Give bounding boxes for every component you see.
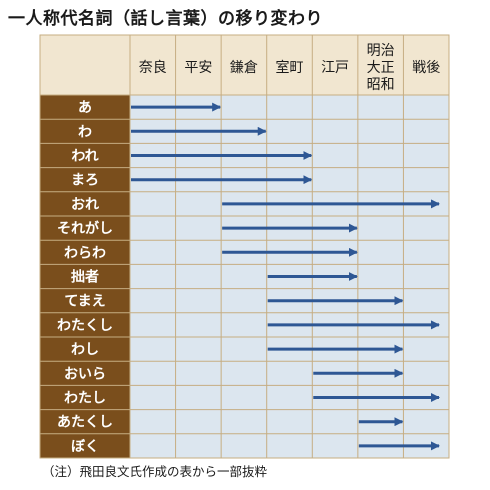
row-label: おいら <box>64 366 106 382</box>
row-label-cell <box>40 337 130 362</box>
period-header-4: 江戸 <box>321 60 349 76</box>
header-row <box>40 35 449 95</box>
row-label: てまえ <box>64 294 105 310</box>
row-label: ぼく <box>71 439 99 455</box>
row-label-cell <box>40 119 130 144</box>
period-header-0: 奈良 <box>139 60 167 76</box>
source-note: （注）飛田良文氏作成の表から一部抜粋 <box>42 464 268 479</box>
row-label: まろ <box>71 173 99 189</box>
table-border <box>39 34 450 459</box>
period-header-1: 平安 <box>184 60 212 76</box>
period-header-3: 室町 <box>276 59 304 76</box>
row-label: われ <box>71 149 98 165</box>
row-label: わし <box>71 342 99 358</box>
row-label: わたし <box>64 391 106 407</box>
chart-title: 一人称代名詞（話し言葉）の移り変わり <box>8 9 323 29</box>
row-label: おれ <box>71 197 99 213</box>
period-header-5: 明治大正昭和 <box>367 43 395 93</box>
row-label-cell <box>40 216 130 241</box>
row-label-cell <box>40 312 130 337</box>
row-label: あ <box>78 100 92 116</box>
row-label-cell <box>40 361 130 386</box>
row-label-cell <box>40 167 130 192</box>
row-label-cell <box>40 385 130 410</box>
row-label-cell <box>40 409 130 434</box>
row-label-cell <box>40 95 130 120</box>
row-label: わらわ <box>64 245 106 261</box>
row-label: あたくし <box>57 415 113 431</box>
row-label-cell <box>40 191 130 216</box>
row-label-cell <box>40 240 130 265</box>
row-label-cell <box>40 433 130 458</box>
period-header-2: 鎌倉 <box>230 60 258 76</box>
row-label: それがし <box>57 220 113 237</box>
row-label: わ <box>78 124 92 140</box>
row-label: わたくし <box>57 318 113 334</box>
row-label-cell <box>40 288 130 313</box>
row-label-cell <box>40 264 130 289</box>
row-label: 拙者 <box>71 269 99 286</box>
row-label-cell <box>40 143 130 168</box>
period-header-6: 戦後 <box>412 60 440 76</box>
